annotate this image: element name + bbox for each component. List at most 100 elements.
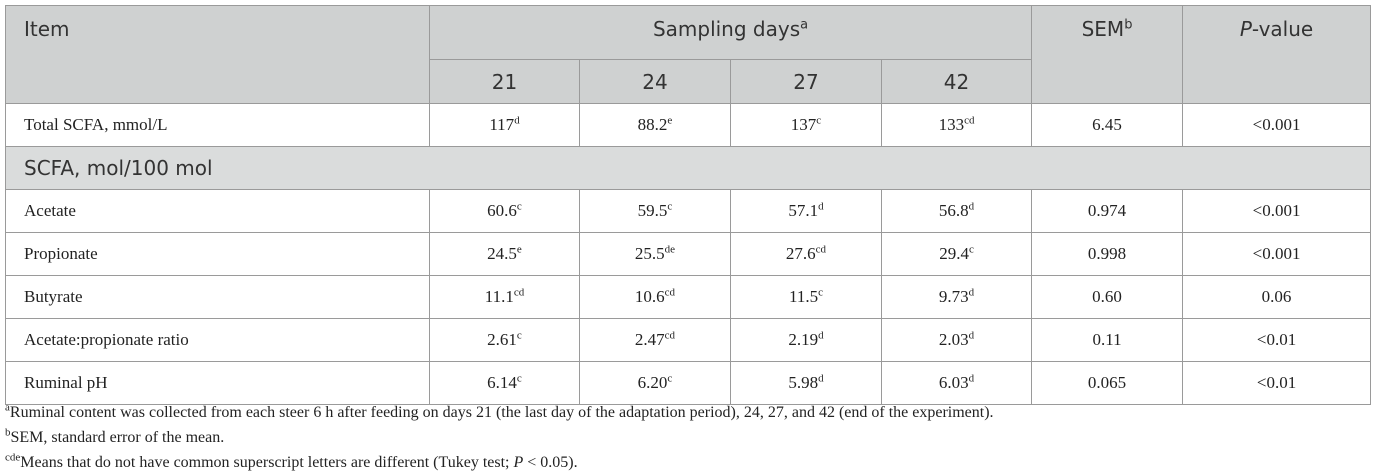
row-label: Total SCFA, mmol/L (5, 103, 430, 147)
footnote-b: bSEM, standard error of the mean. (5, 426, 225, 446)
cell-value: 2.61 (487, 330, 517, 349)
header-sampling-days: Sampling daysa (428, 5, 1033, 60)
value-cell: 6.14c (429, 361, 580, 405)
cell-value: 2.03 (938, 330, 969, 349)
cell-value: 60.6 (487, 201, 517, 220)
section-row: SCFA, mol/100 mol (4, 146, 1372, 190)
header-day: 21 (429, 59, 580, 104)
table-row: Acetate 60.6c 59.5c 57.1d 56.8d 0.974 <0.001 (5, 189, 1372, 233)
sem-cell: 0.998 (1031, 232, 1184, 276)
cell-value: 10.6 (634, 287, 665, 306)
row-label: Ruminal pH (5, 361, 430, 405)
header-sampling-days-sup: a (800, 17, 809, 33)
row-label: Propionate (5, 232, 430, 276)
table-body: Total SCFA, mmol/L 117d 88.2e 137c 133cd 6.45… (4, 103, 1372, 405)
footnote-cde: cdeMeans that do not have common supersc… (5, 451, 578, 471)
cell-superscript: cd (664, 286, 676, 299)
header-row-1: Item Sampling daysa SEMb P-value (5, 5, 1372, 104)
cell-value: 2.19 (788, 330, 819, 349)
row-label: Acetate:propionate ratio (5, 318, 430, 362)
cell-superscript: d (818, 372, 824, 385)
header-day: 27 (730, 59, 882, 104)
sem-cell: 0.11 (1031, 318, 1184, 362)
cell-superscript: cd (815, 243, 827, 256)
cell-value: 57.1 (788, 201, 819, 220)
value-cell: 5.98d (730, 361, 882, 405)
cell-value: 6.03 (938, 373, 969, 392)
cell-superscript: d (968, 200, 975, 213)
cell-value: 137 (790, 115, 817, 134)
results-table: Item Sampling daysa SEMb P-value 21 24 2… (4, 5, 1372, 405)
cell-value: 27.6 (785, 244, 816, 263)
p-value-cell: <0.001 (1182, 189, 1372, 233)
value-cell: 2.61c (429, 318, 580, 362)
value-cell: 24.5e (429, 232, 580, 276)
header-p-value: P-value (1182, 5, 1372, 104)
footnote-a: aRuminal content was collected from each… (5, 401, 994, 421)
cell-value: 133 (938, 115, 965, 134)
cell-superscript: d (514, 114, 520, 127)
cell-value: 24.5 (487, 244, 517, 263)
cell-superscript: cd (964, 114, 975, 127)
value-cell: 59.5c (579, 189, 731, 233)
cell-superscript: c (818, 286, 823, 299)
value-cell: 2.19d (730, 318, 882, 362)
section-label: SCFA, mol/100 mol (4, 146, 1372, 190)
value-cell: 137c (730, 103, 882, 147)
value-cell: 11.1cd (429, 275, 580, 319)
cell-superscript: d (818, 329, 824, 342)
value-cell: 57.1d (730, 189, 882, 233)
cell-superscript: c (516, 200, 522, 213)
p-value-cell: 0.06 (1182, 275, 1372, 319)
table-row: Total SCFA, mmol/L 117d 88.2e 137c 133cd 6.45… (5, 103, 1372, 147)
cell-superscript: c (516, 329, 522, 342)
value-cell: 6.03d (880, 361, 1033, 405)
cell-superscript: e (516, 243, 522, 256)
value-cell: 11.5c (730, 275, 882, 319)
value-cell: 29.4c (880, 232, 1033, 276)
header-sem: SEMb (1031, 5, 1184, 104)
p-value-cell: <0.01 (1182, 318, 1372, 362)
cell-value: 56.8 (938, 201, 969, 220)
header-sem-sup: b (1124, 17, 1133, 33)
cell-value: 11.5 (788, 287, 819, 306)
row-label: Butyrate (5, 275, 430, 319)
cell-superscript: cd (513, 286, 525, 299)
cell-value: 9.73 (938, 287, 969, 306)
cell-superscript: c (516, 372, 522, 385)
p-value-cell: <0.001 (1182, 232, 1372, 276)
cell-value: 59.5 (637, 201, 668, 220)
sem-cell: 6.45 (1031, 103, 1184, 147)
footnotes: aRuminal content was collected from each… (5, 400, 1370, 475)
value-cell: 56.8d (880, 189, 1033, 233)
cell-superscript: de (664, 243, 676, 256)
sem-cell: 0.065 (1031, 361, 1184, 405)
sem-cell: 0.60 (1031, 275, 1184, 319)
cell-value: 2.47 (634, 330, 665, 349)
value-cell: 88.2e (579, 103, 731, 147)
cell-value: 11.1 (484, 287, 514, 306)
cell-superscript: c (667, 372, 673, 385)
row-label: Acetate (5, 189, 430, 233)
cell-value: 25.5 (634, 244, 665, 263)
cell-value: 5.98 (788, 373, 819, 392)
value-cell: 2.47cd (579, 318, 731, 362)
cell-superscript: c (816, 114, 822, 127)
table-row: Acetate:propionate ratio 2.61c 2.47cd 2.19d… (5, 318, 1372, 362)
header-row-2: 21 24 27 42 (6, 59, 1371, 104)
value-cell: 60.6c (429, 189, 580, 233)
value-cell: 2.03d (880, 318, 1033, 362)
cell-superscript: e (667, 114, 673, 127)
value-cell: 6.20c (579, 361, 731, 405)
table-row: Ruminal pH 6.14c 6.20c 5.98d 6.03d 0.065 <0.01 (5, 361, 1372, 405)
value-cell: 25.5de (579, 232, 731, 276)
cell-superscript: c (968, 243, 974, 256)
cell-value: 88.2 (637, 115, 668, 134)
header-day: 24 (579, 59, 731, 104)
table-row: Propionate 24.5e 25.5de 27.6cd 29.4c 0.998 <0.… (5, 232, 1372, 276)
value-cell: 27.6cd (730, 232, 882, 276)
value-cell: 133cd (880, 103, 1033, 147)
cell-superscript: d (968, 329, 975, 342)
cell-superscript: d (968, 286, 975, 299)
header-item: Item (5, 5, 430, 104)
